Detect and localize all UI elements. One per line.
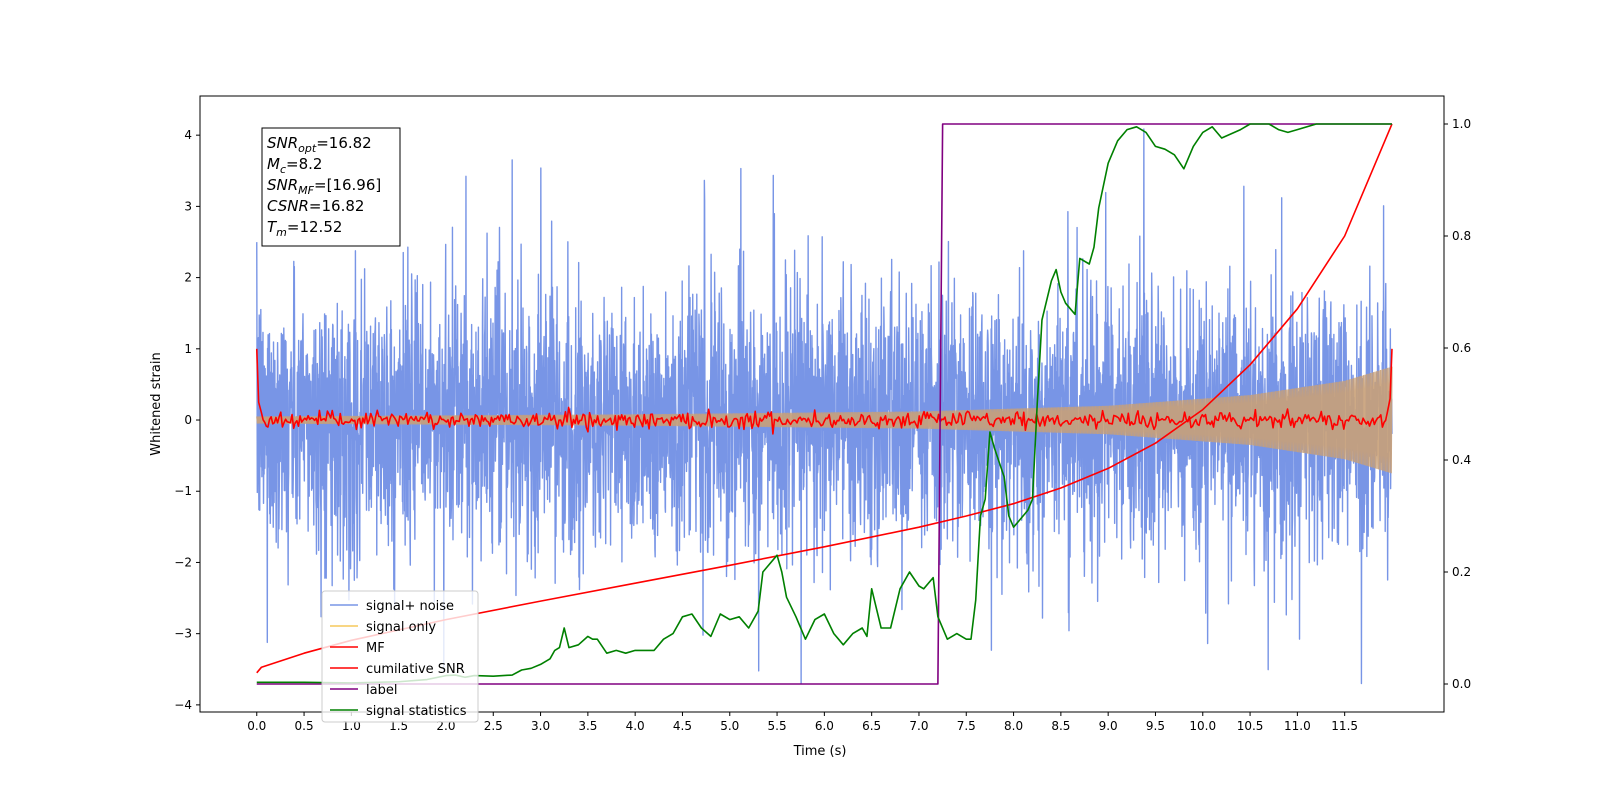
info-symbol: SNR — [267, 176, 298, 194]
legend-label: label — [366, 683, 397, 698]
y-tick-label: 4 — [184, 128, 192, 142]
x-tick-label: 8.5 — [1051, 719, 1070, 733]
info-box-frame — [261, 127, 401, 247]
x-tick-label: 3.5 — [578, 719, 597, 733]
y-tick-label: −3 — [174, 627, 192, 641]
series-mf — [255, 348, 1393, 435]
info-symbol: T — [267, 218, 278, 236]
x-tick-label: 9.0 — [1099, 719, 1118, 733]
y-right-tick-label: 1.0 — [1452, 117, 1471, 131]
x-tick-label: 7.0 — [909, 719, 928, 733]
series-signal-plus-noise-line — [256, 128, 1393, 685]
x-tick-label: 0.0 — [247, 719, 266, 733]
x-tick-label: 7.5 — [957, 719, 976, 733]
x-tick-label: 11.5 — [1331, 719, 1358, 733]
x-tick-label: 4.5 — [673, 719, 692, 733]
y-right-tick-label: 0.6 — [1452, 341, 1471, 355]
legend-label: signal only — [366, 620, 436, 635]
info-line: Mc=8.2 — [267, 155, 322, 176]
x-tick-label: 6.5 — [862, 719, 881, 733]
series-signal-plus-noise — [256, 128, 1393, 685]
info-box: SNRopt=16.82Mc=8.2SNRMF=[16.96]CSNR=16.8… — [261, 127, 401, 247]
info-subscript: c — [280, 163, 286, 176]
info-line: Tm=12.52 — [267, 218, 342, 239]
y-right-tick-label: 0.2 — [1452, 565, 1471, 579]
y-tick-label: −1 — [174, 484, 192, 498]
x-tick-label: 10.5 — [1237, 719, 1264, 733]
info-subscript: MF — [298, 184, 314, 197]
x-tick-label: 0.5 — [295, 719, 314, 733]
x-tick-label: 9.5 — [1146, 719, 1165, 733]
y-axis-right: 0.0 0.2 0.4 0.6 0.8 1.0 — [1444, 117, 1471, 691]
x-tick-label: 2.5 — [484, 719, 503, 733]
y-tick-label: 1 — [184, 342, 192, 356]
info-line: SNRMF=[16.96] — [267, 176, 381, 197]
legend-label: cumilative SNR — [366, 662, 465, 677]
y-axis-label: Whitened strain — [149, 352, 164, 455]
x-tick-label: 8.0 — [1004, 719, 1023, 733]
info-line: SNRopt=16.82 — [267, 134, 372, 155]
y-tick-label: −2 — [174, 555, 192, 569]
x-tick-label: 5.5 — [768, 719, 787, 733]
x-axis-label: Time (s) — [793, 744, 847, 759]
plot-frame — [199, 95, 1445, 713]
y-axis-left: −4 −3 −2 −1 0 1 2 3 4 — [174, 128, 200, 712]
info-line: CSNR=16.82 — [267, 197, 364, 215]
x-tick-label: 11.0 — [1284, 719, 1311, 733]
x-tick-label: 6.0 — [815, 719, 834, 733]
info-symbol: CSNR — [267, 197, 309, 215]
series-label-line — [256, 123, 1392, 685]
y-tick-label: 2 — [184, 271, 192, 285]
info-subscript: opt — [298, 142, 317, 155]
info-symbol: SNR — [267, 134, 298, 152]
info-value: =12.52 — [287, 218, 343, 236]
x-tick-label: 10.0 — [1189, 719, 1216, 733]
series-signal-statistics — [256, 123, 1392, 684]
info-value: =[16.96] — [314, 176, 381, 194]
y-tick-label: −4 — [174, 698, 192, 712]
x-tick-label: 5.0 — [720, 719, 739, 733]
info-subscript: m — [276, 226, 287, 239]
legend-label: signal statistics — [366, 704, 467, 719]
x-tick-label: 3.0 — [531, 719, 550, 733]
series-label — [256, 123, 1392, 685]
y-right-tick-label: 0.0 — [1452, 677, 1471, 691]
legend-label: MF — [366, 641, 385, 656]
series-signal-statistics-line — [256, 123, 1392, 684]
y-right-tick-label: 0.8 — [1452, 229, 1471, 243]
y-right-tick-label: 0.4 — [1452, 453, 1471, 467]
y-tick-label: 0 — [184, 413, 192, 427]
series-mf-line — [255, 348, 1393, 435]
x-tick-label: 4.0 — [626, 719, 645, 733]
info-value: =16.82 — [309, 197, 365, 215]
legend-label: signal+ noise — [366, 599, 454, 614]
info-value: =16.82 — [316, 134, 372, 152]
y-tick-label: 3 — [184, 199, 192, 213]
legend: signal+ noise signal only MF cumilative SNR… — [321, 590, 479, 723]
info-value: =8.2 — [286, 155, 322, 173]
legend-frame — [321, 590, 479, 723]
info-symbol: M — [267, 155, 280, 173]
